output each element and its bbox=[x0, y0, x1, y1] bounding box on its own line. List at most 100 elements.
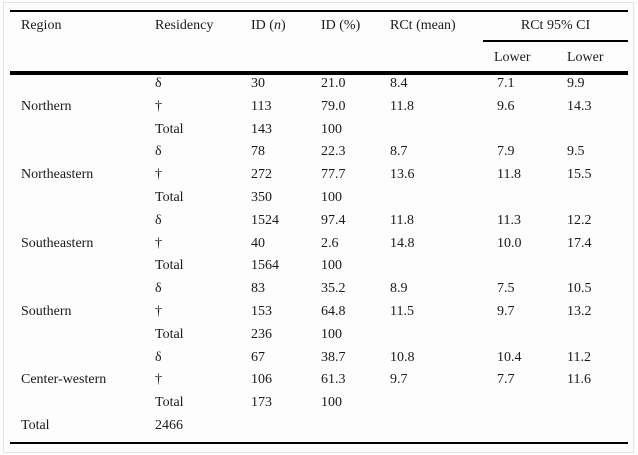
cell-residency: δ bbox=[155, 76, 162, 91]
cell-ci-lower: 7.1 bbox=[497, 76, 515, 91]
cell-rct-mean bbox=[390, 119, 497, 142]
cell-id-pct: 35.2 bbox=[321, 281, 346, 297]
cell-residency: δ bbox=[155, 212, 162, 228]
table-row: Total 173 100 bbox=[10, 392, 628, 415]
cell-id-pct: 100 bbox=[321, 326, 342, 342]
cell-ci-lower bbox=[497, 415, 567, 438]
cell-ci-upper: 13.2 bbox=[567, 303, 592, 319]
cell-id-pct: 100 bbox=[321, 189, 342, 205]
id-n-italic-n: n bbox=[273, 18, 281, 33]
cell-ci-upper: 11.2 bbox=[567, 349, 591, 365]
table-row: Total 350 100 bbox=[10, 187, 628, 210]
cell-ci-upper bbox=[567, 119, 628, 142]
id-n-prefix: ID ( bbox=[251, 18, 274, 33]
cell-region: Center-western bbox=[21, 372, 107, 388]
cell-region bbox=[10, 141, 155, 164]
cell-region: Southeastern bbox=[21, 235, 94, 251]
cell-region: Northern bbox=[21, 98, 72, 114]
cell-id-n: 67 bbox=[251, 349, 265, 365]
cell-rct-mean: 9.7 bbox=[390, 372, 408, 388]
table-row: δ 67 38.7 10.8 10.4 11.2 bbox=[10, 347, 628, 370]
cell-ci-upper: 11.6 bbox=[567, 372, 591, 388]
cell-ci-lower: 11.8 bbox=[497, 167, 521, 183]
cell-residency: δ bbox=[155, 349, 162, 365]
cell-ci-upper: 17.4 bbox=[567, 235, 592, 251]
cell-id-pct: 64.8 bbox=[321, 303, 346, 319]
cell-id-n: 1524 bbox=[251, 212, 279, 228]
cell-id-pct: 77.7 bbox=[321, 167, 346, 183]
column-header-rct-mean: RCt (mean) bbox=[390, 18, 456, 33]
table-top-rule bbox=[10, 10, 628, 12]
cell-rct-mean: 8.7 bbox=[390, 144, 408, 160]
cell-id-n: 113 bbox=[251, 98, 272, 114]
cell-residency: 2466 bbox=[155, 417, 183, 433]
cell-ci-lower bbox=[497, 392, 567, 415]
cell-rct-mean: 10.8 bbox=[390, 349, 415, 365]
cell-residency: Total bbox=[155, 121, 184, 137]
cell-id-pct: 61.3 bbox=[321, 372, 346, 388]
cell-ci-lower bbox=[497, 324, 567, 347]
cell-rct-mean bbox=[390, 392, 497, 415]
cell-ci-lower: 7.9 bbox=[497, 144, 515, 160]
cell-id-n: 78 bbox=[251, 144, 265, 160]
cell-region: Northeastern bbox=[21, 167, 94, 183]
cell-rct-mean bbox=[390, 255, 497, 278]
cell-residency: Total bbox=[155, 189, 184, 205]
cell-rct-mean bbox=[390, 324, 497, 347]
cell-region bbox=[10, 187, 155, 210]
cell-ci-lower: 7.5 bbox=[497, 281, 515, 297]
column-header-id-n: ID (n) bbox=[251, 18, 286, 34]
cell-id-pct: 22.3 bbox=[321, 144, 346, 160]
cell-residency: † bbox=[155, 372, 162, 388]
cell-ci-lower bbox=[497, 255, 567, 278]
cell-residency: Total bbox=[155, 258, 184, 274]
cell-id-n: 106 bbox=[251, 372, 272, 388]
cell-region bbox=[10, 278, 155, 301]
cell-region: Total bbox=[21, 417, 50, 433]
cell-id-pct: 21.0 bbox=[321, 76, 346, 91]
cell-residency: † bbox=[155, 98, 162, 114]
cell-region bbox=[10, 255, 155, 278]
cell-rct-mean: 11.8 bbox=[390, 212, 414, 228]
cell-ci-lower: 9.7 bbox=[497, 303, 515, 319]
cell-id-pct bbox=[321, 415, 390, 438]
cell-region bbox=[10, 73, 155, 96]
cell-ci-upper: 14.3 bbox=[567, 98, 592, 114]
cell-ci-upper bbox=[567, 415, 628, 438]
cell-residency: δ bbox=[155, 281, 162, 297]
cell-rct-mean: 8.9 bbox=[390, 281, 408, 297]
cell-id-n: 143 bbox=[251, 121, 272, 137]
cell-rct-mean: 8.4 bbox=[390, 76, 408, 91]
cell-ci-lower bbox=[497, 187, 567, 210]
table-bottom-rule bbox=[10, 442, 628, 444]
column-header-residency: Residency bbox=[155, 18, 214, 33]
table-row: δ 78 22.3 8.7 7.9 9.5 bbox=[10, 141, 628, 164]
cell-id-n bbox=[251, 415, 321, 438]
table-row: Southern † 153 64.8 11.5 9.7 13.2 bbox=[10, 301, 628, 324]
cell-residency: Total bbox=[155, 395, 184, 411]
table-row: δ 1524 97.4 11.8 11.3 12.2 bbox=[10, 210, 628, 233]
table-row-grand-total: Total 2466 bbox=[10, 415, 628, 438]
cell-id-n: 40 bbox=[251, 235, 265, 251]
cell-rct-mean: 11.5 bbox=[390, 303, 414, 319]
column-header-id-pct: ID (%) bbox=[321, 18, 361, 33]
cell-region bbox=[10, 347, 155, 370]
table-row: δ 30 21.0 8.4 7.1 9.9 bbox=[10, 73, 628, 96]
cell-region: Southern bbox=[21, 303, 72, 319]
cell-ci-lower bbox=[497, 119, 567, 142]
table-row: Total 236 100 bbox=[10, 324, 628, 347]
cell-ci-lower: 9.6 bbox=[497, 98, 515, 114]
cell-ci-lower: 10.4 bbox=[497, 349, 522, 365]
subheader-ci-lower-2: Lower bbox=[567, 50, 604, 65]
cell-id-pct: 100 bbox=[321, 395, 342, 411]
cell-id-n: 1564 bbox=[251, 258, 279, 274]
cell-ci-upper: 9.9 bbox=[567, 76, 585, 91]
cell-ci-upper bbox=[567, 324, 628, 347]
cell-rct-mean: 14.8 bbox=[390, 235, 415, 251]
cell-residency: † bbox=[155, 167, 162, 183]
cell-ci-upper: 12.2 bbox=[567, 212, 592, 228]
cell-id-pct: 38.7 bbox=[321, 349, 346, 365]
cell-id-n: 350 bbox=[251, 189, 272, 205]
subheader-ci-lower-1: Lower bbox=[494, 50, 531, 65]
